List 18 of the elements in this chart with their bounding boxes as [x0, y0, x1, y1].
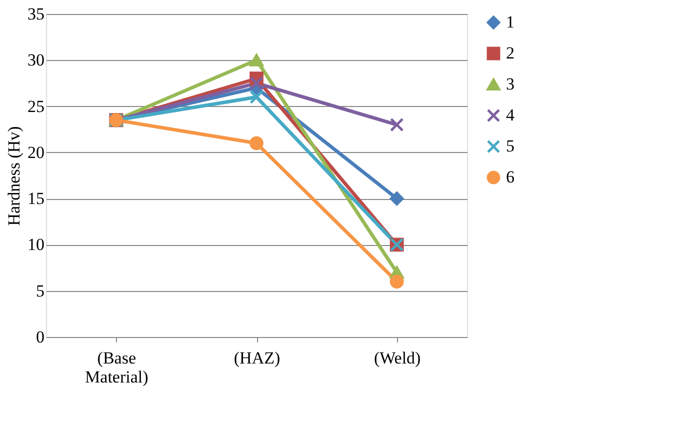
x-tick-label: (HAZ)	[234, 348, 280, 368]
x-tick-label: (Weld)	[374, 348, 421, 368]
legend-label: 1	[506, 12, 514, 32]
y-tick-label: 5	[36, 281, 44, 300]
y-tick-label: 25	[28, 96, 44, 116]
y-tick-label: 15	[28, 189, 44, 208]
x-tick-label: (Base Material)	[85, 348, 148, 386]
legend-label: 2	[506, 44, 514, 62]
y-tick-label: 0	[36, 328, 44, 346]
y-tick-label: 20	[28, 142, 44, 162]
y-axis-title: Hardness (Hv)	[4, 126, 24, 226]
legend-label: 4	[506, 106, 515, 124]
legend-label: 5	[506, 136, 514, 156]
y-tick-label: 30	[28, 50, 44, 70]
y-tick-label: 35	[28, 4, 44, 24]
legend-label: 6	[506, 168, 514, 186]
y-tick-label: 10	[28, 235, 44, 254]
legend-label: 3	[506, 74, 514, 94]
